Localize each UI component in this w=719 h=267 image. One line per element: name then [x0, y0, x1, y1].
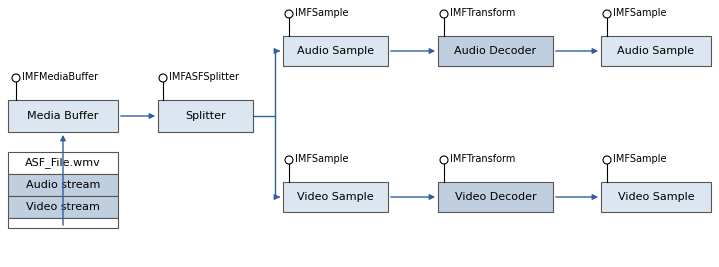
Text: IMFSample: IMFSample [613, 8, 667, 18]
Text: Audio Decoder: Audio Decoder [454, 46, 536, 56]
Text: Video stream: Video stream [26, 202, 100, 212]
Bar [283, 182, 388, 212]
Text: IMFSample: IMFSample [613, 154, 667, 164]
Text: Video Sample: Video Sample [297, 192, 374, 202]
Text: Video Sample: Video Sample [618, 192, 695, 202]
Text: IMFTransform: IMFTransform [450, 8, 516, 18]
Text: IMFASFSplitter: IMFASFSplitter [169, 72, 239, 82]
Bar [8, 174, 118, 196]
Text: ASF_File.wmv: ASF_File.wmv [25, 158, 101, 168]
Text: Audio Sample: Audio Sample [618, 46, 695, 56]
Text: IMFSample: IMFSample [295, 8, 349, 18]
Bar [601, 182, 711, 212]
Bar [158, 100, 253, 132]
Text: IMFSample: IMFSample [295, 154, 349, 164]
Text: Splitter: Splitter [186, 111, 226, 121]
Bar [601, 36, 711, 66]
Bar [438, 182, 553, 212]
Bar [8, 196, 118, 218]
Bar [8, 218, 118, 228]
Bar [438, 36, 553, 66]
Bar [8, 100, 118, 132]
Text: IMFMediaBuffer: IMFMediaBuffer [22, 72, 98, 82]
Text: Media Buffer: Media Buffer [27, 111, 99, 121]
Bar [8, 152, 118, 174]
Text: IMFTransform: IMFTransform [450, 154, 516, 164]
Text: Audio stream: Audio stream [26, 180, 100, 190]
Text: Audio Sample: Audio Sample [297, 46, 374, 56]
Bar [283, 36, 388, 66]
Text: Video Decoder: Video Decoder [454, 192, 536, 202]
